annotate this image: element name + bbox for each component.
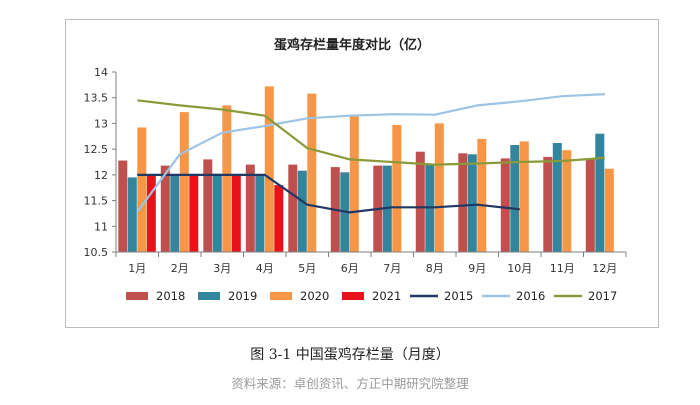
bar-2021-1 — [146, 174, 156, 252]
bar-2019-2 — [170, 174, 180, 252]
x-tick-label: 7月 — [383, 262, 401, 275]
bar-2019-3 — [212, 173, 222, 252]
legend-label: 2018 — [156, 289, 185, 303]
legend-item-2016: 2016 — [482, 289, 545, 303]
bar-2020-11 — [562, 150, 572, 252]
bar-2020-10 — [519, 141, 529, 252]
legend-label: 2019 — [228, 289, 257, 303]
bar-2018-12 — [585, 159, 595, 252]
bar-2019-12 — [595, 133, 605, 252]
bar-2018-5 — [288, 164, 298, 252]
bars-layer — [118, 86, 614, 253]
bar-2019-10 — [510, 145, 520, 252]
bar-2021-4 — [274, 185, 284, 252]
legend-label: 2021 — [372, 289, 401, 303]
chart-svg: 蛋鸡存栏量年度对比（亿） 10.5 11 11.5 12 12.5 13 13.5 14 1月 2… — [84, 37, 627, 303]
y-tick-label: 10.5 — [84, 246, 109, 259]
bar-2021-2 — [189, 174, 199, 252]
x-tick-label: 1月 — [128, 262, 146, 275]
legend-item-2017: 2017 — [554, 289, 617, 303]
legend-label: 2016 — [516, 289, 545, 303]
legend-item-2018: 2018 — [126, 289, 185, 303]
bar-2018-1 — [118, 160, 128, 252]
bar-2019-1 — [127, 177, 137, 252]
y-tick-label: 11.5 — [84, 195, 109, 208]
bar-2020-4 — [264, 86, 274, 253]
line-2017 — [137, 99, 605, 166]
bar-2020-9 — [477, 138, 487, 252]
figure-source: 资料来源：卓创资讯、方正中期研究院整理 — [231, 376, 469, 391]
x-tick-label: 9月 — [468, 262, 486, 275]
chart-frame: 蛋鸡存栏量年度对比（亿） 10.5 11 11.5 12 12.5 13 13.5 14 1月 2… — [65, 19, 659, 328]
y-tick-label: 12.5 — [84, 143, 109, 156]
x-tick-label: 5月 — [298, 262, 316, 275]
bar-2018-2 — [160, 165, 170, 252]
legend-label: 2015 — [444, 289, 473, 303]
y-tick-label: 11 — [94, 220, 108, 233]
legend-swatch — [342, 292, 364, 300]
bar-2019-5 — [297, 170, 307, 252]
bar-2018-3 — [203, 159, 213, 252]
legend-item-2015: 2015 — [410, 289, 473, 303]
legend-swatch — [270, 292, 292, 300]
bar-2020-2 — [179, 112, 189, 252]
x-tick-label: 12月 — [592, 262, 617, 275]
bar-2019-11 — [552, 143, 562, 252]
x-tick-label: 4月 — [256, 262, 274, 275]
bar-2020-8 — [434, 123, 444, 253]
x-tick-label: 6月 — [341, 262, 359, 275]
legend-label: 2020 — [300, 289, 329, 303]
y-tick-label: 13 — [94, 117, 108, 130]
x-tick-label: 2月 — [171, 262, 189, 275]
bar-2018-9 — [458, 153, 468, 252]
bar-2020-12 — [604, 168, 614, 252]
legend-item-2021: 2021 — [342, 289, 401, 303]
bar-2020-6 — [349, 115, 359, 252]
x-tick-label: 11月 — [550, 262, 575, 275]
legend-swatch — [126, 292, 148, 300]
y-tick-label: 14 — [94, 66, 108, 79]
bar-2021-3 — [231, 174, 241, 252]
legend-label: 2017 — [588, 289, 617, 303]
axes-layer: 10.5 11 11.5 12 12.5 13 13.5 14 1月 2月 3月 4月 5月 6月 7月 8月… — [84, 66, 627, 275]
figure-caption: 图 3-1 中国蛋鸡存栏量（月度） — [250, 347, 450, 363]
y-tick-label: 12 — [94, 169, 108, 182]
bar-2020-1 — [137, 127, 147, 252]
bar-2020-7 — [392, 125, 402, 252]
bar-2018-10 — [500, 158, 510, 252]
legend-item-2020: 2020 — [270, 289, 329, 303]
lines-layer — [136, 93, 605, 214]
x-tick-label: 3月 — [213, 262, 231, 275]
bar-2018-4 — [245, 164, 255, 252]
bar-2020-5 — [307, 93, 317, 252]
legend-swatch — [198, 292, 220, 300]
x-tick-label: 8月 — [426, 262, 444, 275]
legend-item-2019: 2019 — [198, 289, 257, 303]
bar-2019-4 — [255, 174, 265, 252]
bar-2020-3 — [222, 105, 232, 253]
bar-2018-11 — [543, 156, 553, 252]
line-2016 — [136, 93, 605, 213]
x-tick-label: 10月 — [507, 262, 532, 275]
line-2015 — [137, 173, 520, 214]
y-tick-label: 13.5 — [84, 92, 109, 105]
legend: 2018 2019 2020 2021 2015 2016 2017 — [126, 289, 617, 303]
bar-2018-8 — [415, 151, 425, 252]
bar-2019-9 — [467, 154, 477, 252]
chart-title: 蛋鸡存栏量年度对比（亿） — [274, 37, 430, 53]
